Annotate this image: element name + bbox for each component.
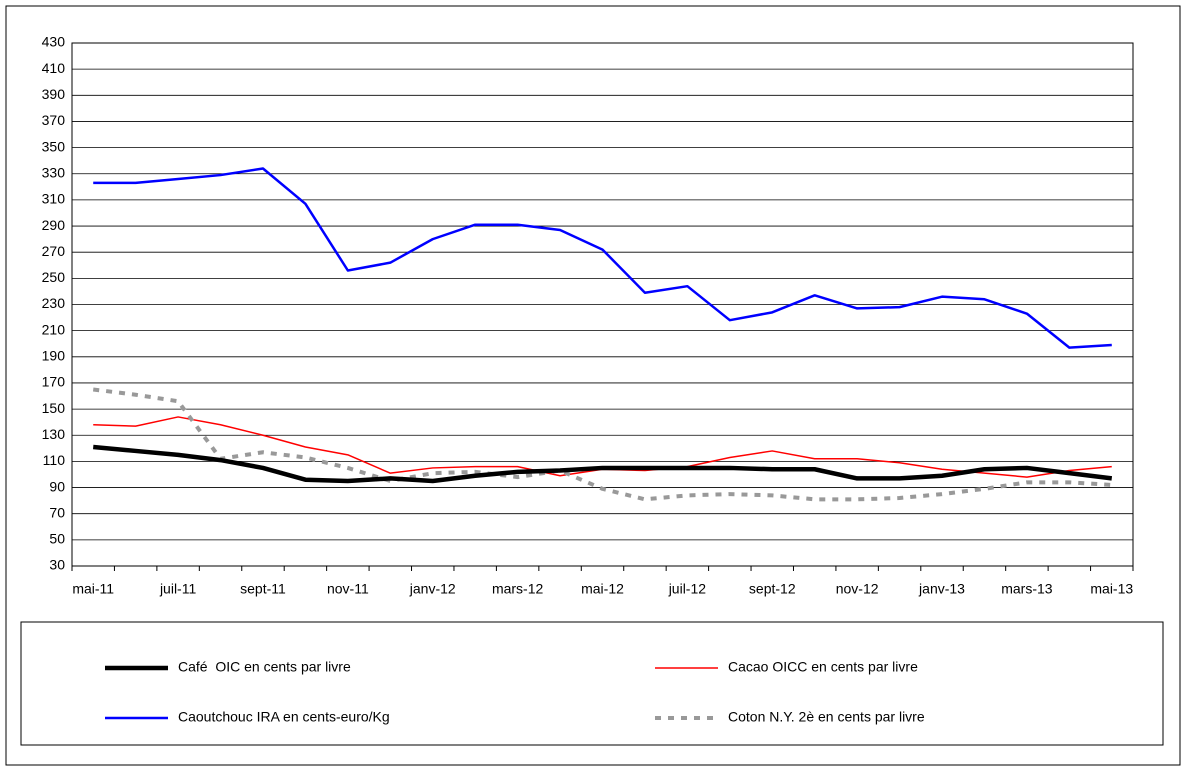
y-tick-label: 130 xyxy=(42,426,66,442)
x-tick-label: janv-12 xyxy=(409,581,456,597)
x-tick-label: sept-11 xyxy=(240,581,286,597)
y-tick-label: 290 xyxy=(42,217,66,233)
plot-border xyxy=(71,42,1134,567)
series-line xyxy=(93,444,1113,484)
x-tick-label: juil-12 xyxy=(668,581,707,597)
x-tick-label: nov-11 xyxy=(327,581,369,597)
y-tick-label: 190 xyxy=(42,348,66,364)
x-tick-label: sept-12 xyxy=(749,581,796,597)
y-tick-label: 330 xyxy=(42,164,66,180)
y-tick-label: 30 xyxy=(49,557,65,573)
legend-label: Cacao OICC en cents par livre xyxy=(728,659,918,675)
x-tick-label: mai-11 xyxy=(72,581,114,597)
y-tick-label: 230 xyxy=(42,295,66,311)
y-tick-label: 70 xyxy=(49,504,65,520)
y-tick-label: 110 xyxy=(43,452,66,468)
series-line xyxy=(93,167,1112,349)
y-tick-label: 370 xyxy=(42,112,66,128)
y-tick-label: 150 xyxy=(42,400,66,416)
x-tick-label: janv-13 xyxy=(918,581,965,597)
y-tick-label: 170 xyxy=(42,374,66,390)
y-tick-label: 210 xyxy=(42,321,66,337)
x-tick-label: mai-13 xyxy=(1090,581,1133,597)
x-tick-label: mars-13 xyxy=(1001,581,1053,597)
x-tick-label: mai-12 xyxy=(581,581,624,597)
y-tick-label: 430 xyxy=(42,34,66,50)
legend-label: Caoutchouc IRA en cents-euro/Kg xyxy=(178,709,390,725)
y-tick-label: 250 xyxy=(42,269,66,285)
legend-label: Café OIC en cents par livre xyxy=(178,659,351,675)
y-tick-label: 350 xyxy=(42,138,66,154)
legend-box xyxy=(20,621,1164,746)
y-tick-label: 390 xyxy=(42,86,66,102)
legend-label: Coton N.Y. 2è en cents par livre xyxy=(728,709,925,725)
series-line xyxy=(92,387,1112,502)
y-tick-label: 410 xyxy=(42,60,66,76)
y-tick-label: 50 xyxy=(49,531,65,547)
x-tick-label: juil-11 xyxy=(159,581,197,597)
x-tick-label: nov-12 xyxy=(836,581,879,597)
y-tick-label: 310 xyxy=(42,191,66,207)
y-tick-label: 270 xyxy=(42,243,66,259)
x-tick-label: mars-12 xyxy=(492,581,544,597)
y-tick-label: 90 xyxy=(49,478,65,494)
